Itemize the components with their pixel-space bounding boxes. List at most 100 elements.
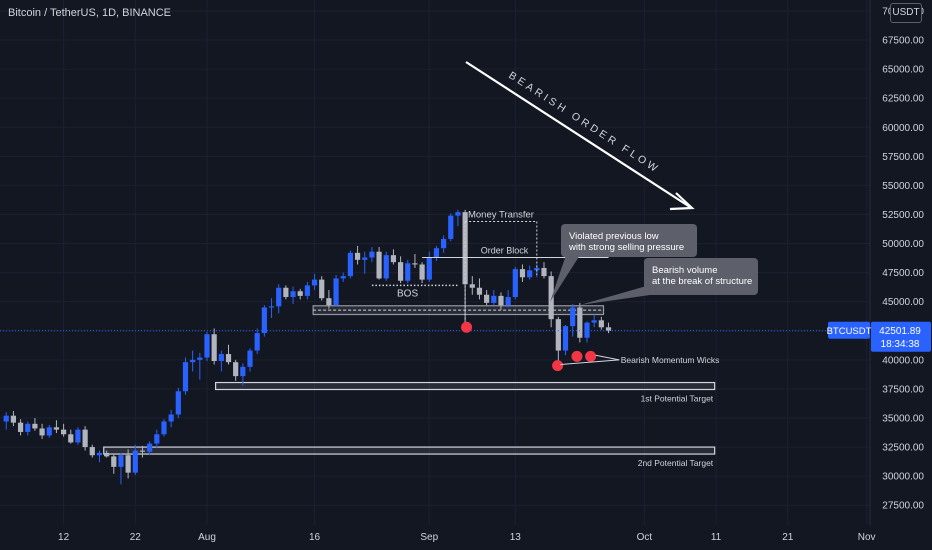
y-tick-label: 40000.00 [882, 355, 924, 366]
candle-body [319, 279, 325, 299]
candle-body [204, 334, 210, 358]
candle-body [268, 306, 275, 308]
low-marker [461, 321, 473, 333]
candle-body [376, 251, 382, 279]
currency-button[interactable]: USDT [890, 3, 922, 23]
candle-body [369, 251, 375, 258]
candle-body [548, 276, 554, 320]
momentum-wicks-label: Bearish Momentum Wicks [621, 355, 720, 365]
candle-body [89, 447, 95, 456]
candle-body [218, 354, 224, 362]
price-axis-bg [870, 0, 932, 525]
candle-body [426, 257, 432, 280]
candle-body [254, 333, 260, 351]
candle-body [61, 429, 67, 435]
candle-body [462, 212, 468, 285]
candle-body [598, 320, 604, 328]
candle-body [276, 287, 282, 307]
candle-body [25, 423, 31, 432]
candle-body [412, 263, 418, 265]
candle-body [96, 452, 103, 456]
y-tick-label: 30000.00 [882, 472, 924, 483]
candle-body [190, 359, 196, 363]
candle-body [505, 297, 511, 306]
candle-body [469, 284, 475, 288]
candle-body [326, 298, 332, 306]
candle-body [605, 327, 612, 331]
candle-body [111, 456, 117, 467]
target-1-zone [215, 381, 716, 391]
candle-body [261, 307, 267, 334]
money-transfer-label: Money Transfer [468, 209, 534, 220]
y-tick-label: 60000.00 [882, 123, 924, 134]
candle-body [527, 270, 533, 278]
y-tick-label: 55000.00 [882, 181, 924, 192]
price-tag-countdown: 18:34:38 [881, 339, 920, 350]
candle-body [283, 287, 289, 298]
violated-callout-text: with strong selling pressure [568, 242, 684, 253]
candle-body [519, 269, 526, 278]
candle-body [125, 455, 131, 473]
y-tick-label: 65000.00 [882, 65, 924, 76]
candle-body [3, 415, 9, 422]
candle-body [233, 362, 239, 377]
time-axis[interactable]: 12 22 Aug 16 Sep 13 Oct 11 21 Nov [0, 525, 932, 550]
bearish-volume-callout-text: Bearish volume [652, 265, 717, 276]
violated-callout-text: Violated previous low [569, 231, 659, 242]
flow-arrow-line [465, 61, 691, 208]
y-tick-label: 37500.00 [882, 384, 924, 395]
x-tick-label: 12 [58, 532, 70, 543]
price-tag-value: 42501.89 [879, 326, 921, 337]
price-tag-symbol-bg [828, 321, 870, 339]
time-axis-bg [0, 525, 932, 550]
candle-body [433, 248, 440, 258]
candle-body [290, 291, 296, 298]
y-tick-label: 35000.00 [882, 414, 924, 425]
candle-body [104, 452, 110, 457]
candle-body [383, 255, 389, 279]
low-marker [552, 360, 564, 372]
candle-body [340, 276, 346, 279]
zones-layer [103, 305, 716, 455]
candle-body [555, 319, 561, 351]
candle-body [405, 263, 411, 281]
low-marker [585, 350, 597, 362]
symbol-title: Bitcoin / TetherUS, 1D, BINANCE [8, 7, 172, 19]
candle-body [132, 450, 138, 473]
y-tick-label: 32500.00 [882, 443, 924, 454]
violated-callout-pointer [550, 255, 580, 302]
candle-body [39, 428, 45, 436]
candle-body [498, 295, 504, 306]
candle-body [577, 307, 583, 338]
price-axis[interactable]: 27500.00 30000.00 32500.00 35000.00 37500.00… [827, 0, 932, 525]
candle-body [484, 294, 490, 303]
x-tick-label: 22 [130, 532, 142, 543]
candle-body [448, 215, 454, 239]
y-tick-label: 67500.00 [882, 36, 924, 47]
candle-body [118, 455, 124, 467]
x-tick-label: 13 [510, 532, 522, 543]
candle-body [591, 320, 597, 323]
candles-layer [3, 209, 612, 485]
candle-body [75, 429, 81, 443]
target-2-zone [103, 446, 716, 455]
candle-body [311, 279, 318, 286]
candle-body [46, 427, 52, 436]
candle-body [476, 287, 483, 295]
candle-body [82, 429, 88, 448]
annotations-layer: Order Block BOS Money Transfer Bearish Mome… [0, 61, 870, 468]
candle-body [197, 357, 203, 360]
x-tick-label: 21 [782, 532, 794, 543]
violated-callout-box [561, 224, 697, 257]
candle-body [53, 427, 60, 430]
x-tick-label: Aug [198, 532, 216, 543]
order-block-label: Order Block [481, 246, 529, 256]
y-tick-label: 50000.00 [882, 239, 924, 250]
candle-body [247, 350, 253, 367]
wick-pointer-2 [595, 354, 620, 361]
candle-body [584, 322, 590, 338]
candle-body [491, 295, 497, 303]
candle-body [441, 238, 447, 249]
bearish-flow-label: BEARISH ORDER FLOW [506, 69, 662, 176]
